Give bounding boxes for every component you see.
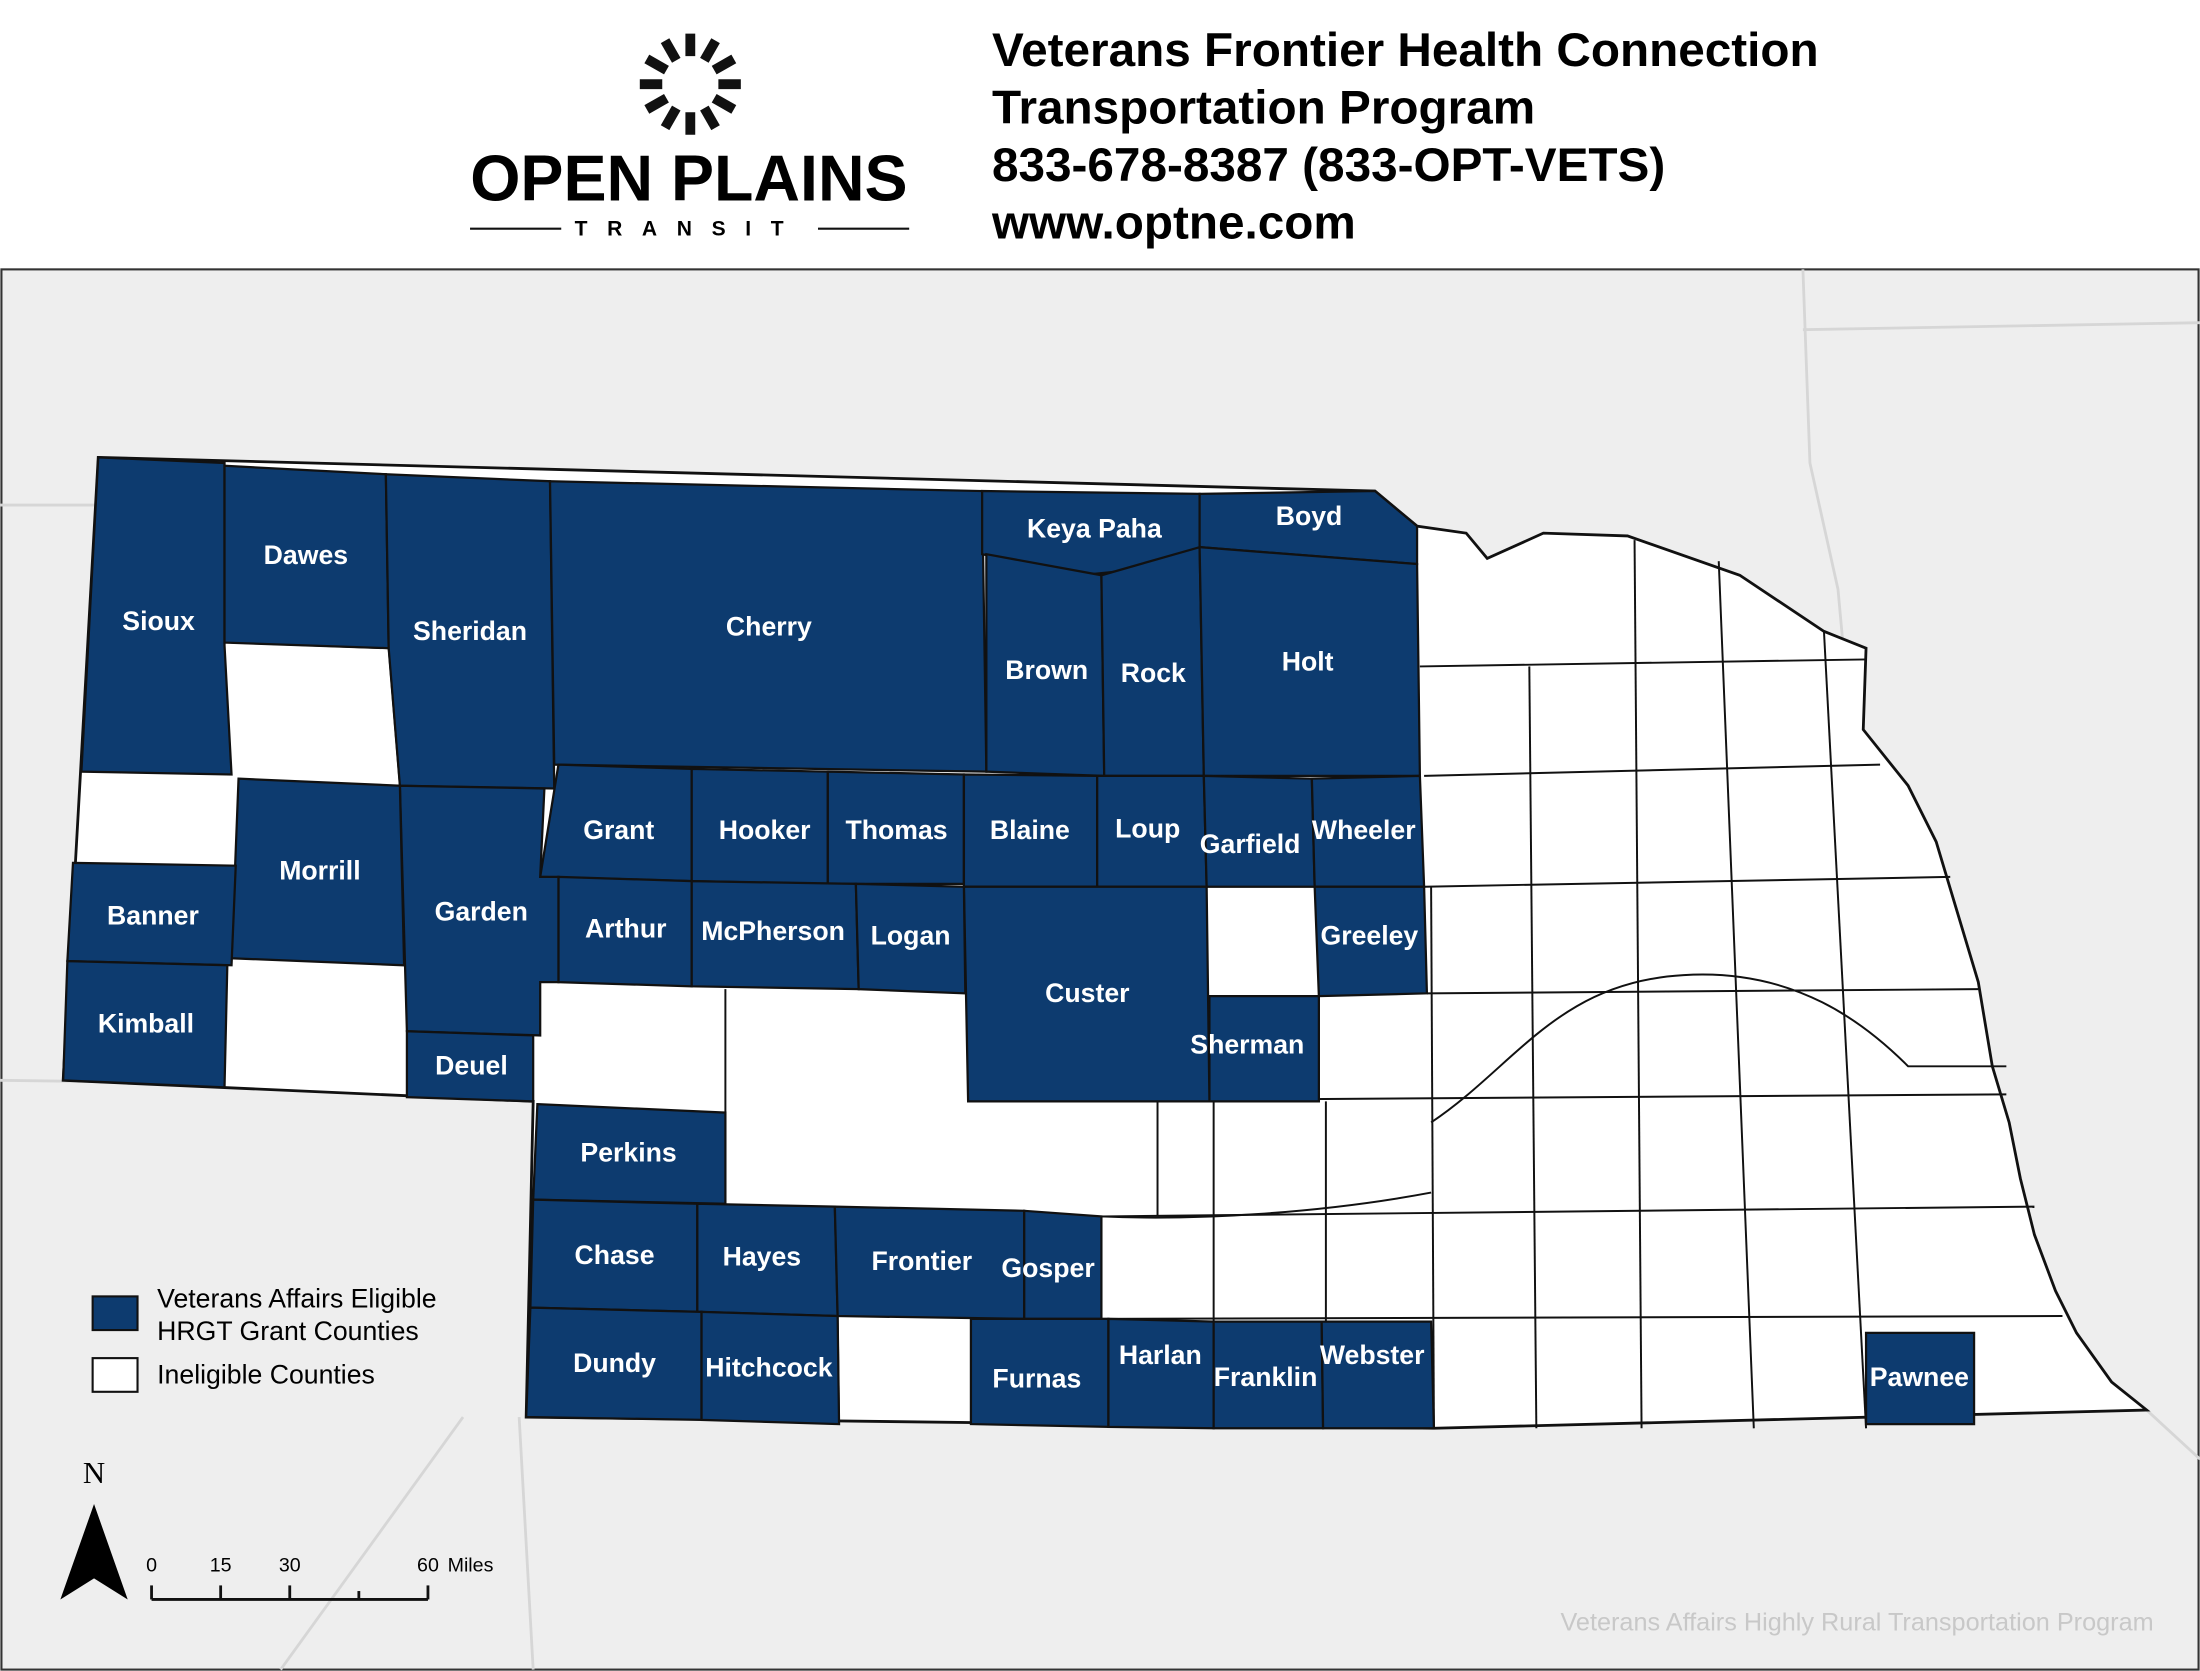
legend-label: Veterans Affairs Eligible xyxy=(157,1284,436,1314)
county-label: Holt xyxy=(1282,647,1334,677)
county xyxy=(854,882,967,995)
north-label: N xyxy=(83,1456,105,1490)
scale-bar: 0 15 30 60 Miles xyxy=(146,1554,494,1601)
county-label: Frontier xyxy=(871,1246,972,1276)
county xyxy=(1864,1331,1976,1426)
legend-swatch xyxy=(91,1357,139,1393)
county-label: Rock xyxy=(1121,658,1186,688)
county-label: Banner xyxy=(107,901,199,931)
county-label: Keya Paha xyxy=(1027,513,1162,543)
county-label: Logan xyxy=(871,920,951,950)
county xyxy=(1320,1320,1436,1430)
county-label: Kimball xyxy=(98,1009,194,1039)
eligible-counties xyxy=(62,456,1976,1430)
county-label: Hitchcock xyxy=(705,1352,833,1382)
county-label: Webster xyxy=(1320,1340,1425,1370)
county-label: Sherman xyxy=(1190,1030,1304,1060)
county xyxy=(66,861,237,967)
county xyxy=(405,1030,535,1103)
legend: Veterans Affairs Eligible HRGT Grant Cou… xyxy=(91,1284,437,1393)
scale-unit: Miles xyxy=(448,1554,494,1576)
county-label: Gosper xyxy=(1001,1253,1094,1283)
county-label: Chase xyxy=(575,1240,655,1270)
county-label: Furnas xyxy=(992,1364,1081,1394)
scale-label: 15 xyxy=(210,1554,232,1576)
county-label: Loup xyxy=(1115,814,1180,844)
county-label: Deuel xyxy=(435,1051,508,1081)
county-label: Franklin xyxy=(1214,1362,1318,1392)
county-label: Custer xyxy=(1045,978,1129,1008)
county xyxy=(62,959,229,1089)
county-label: Cherry xyxy=(726,612,812,642)
county-label: Grant xyxy=(583,815,654,845)
county xyxy=(80,456,233,776)
header-line: Veterans Frontier Health Connection xyxy=(992,24,1819,77)
county-label: Wheeler xyxy=(1312,815,1416,845)
scale-label: 60 xyxy=(417,1554,439,1576)
county-label: Sheridan xyxy=(413,616,527,646)
header-line: 833-678-8387 (833-OPT-VETS) xyxy=(992,139,1665,192)
scale-label: 0 xyxy=(146,1554,157,1576)
county-label: McPherson xyxy=(701,916,845,946)
north-arrow: N xyxy=(60,1456,128,1600)
legend-swatch xyxy=(91,1295,139,1332)
county-label: Sioux xyxy=(122,606,195,636)
county-label: Dawes xyxy=(264,540,348,570)
county-label: Greeley xyxy=(1320,920,1418,950)
legend-label: Ineligible Counties xyxy=(157,1359,375,1389)
header-line: Transportation Program xyxy=(992,81,1535,134)
county-label: Perkins xyxy=(580,1138,676,1168)
county xyxy=(1313,885,1429,998)
county-label: Brown xyxy=(1005,655,1088,685)
county-label: Boyd xyxy=(1276,501,1343,531)
county xyxy=(1107,1317,1215,1430)
county xyxy=(700,1310,841,1426)
county xyxy=(1198,489,1419,566)
header-line: www.optne.com xyxy=(991,197,1356,250)
county xyxy=(962,885,1211,1103)
county-labels: Sioux Dawes Sheridan Cherry Keya Paha Boyd Bro… xyxy=(98,501,1969,1394)
county-label: Morrill xyxy=(279,856,360,886)
county-label: Garfield xyxy=(1200,829,1301,859)
watermark: Veterans Affairs Highly Rural Transporta… xyxy=(1560,1608,2153,1636)
county-label: Harlan xyxy=(1119,1340,1202,1370)
header: OPEN PLAINS TRANSIT Veterans Frontier He… xyxy=(470,24,1819,250)
logo-subname: TRANSIT xyxy=(575,218,804,241)
county-label: Pawnee xyxy=(1870,1362,1969,1392)
logo-mark xyxy=(639,33,741,135)
county-label: Hooker xyxy=(719,815,811,845)
scale-label: 30 xyxy=(279,1554,301,1576)
county-label: Thomas xyxy=(845,815,947,845)
county-label: Garden xyxy=(435,896,528,926)
county-label: Hayes xyxy=(723,1242,802,1272)
county-label: Blaine xyxy=(990,815,1070,845)
legend-label: HRGT Grant Counties xyxy=(157,1316,419,1346)
county-label: Arthur xyxy=(585,913,666,943)
county-label: Dundy xyxy=(573,1348,656,1378)
logo-name: OPEN PLAINS xyxy=(470,143,907,215)
